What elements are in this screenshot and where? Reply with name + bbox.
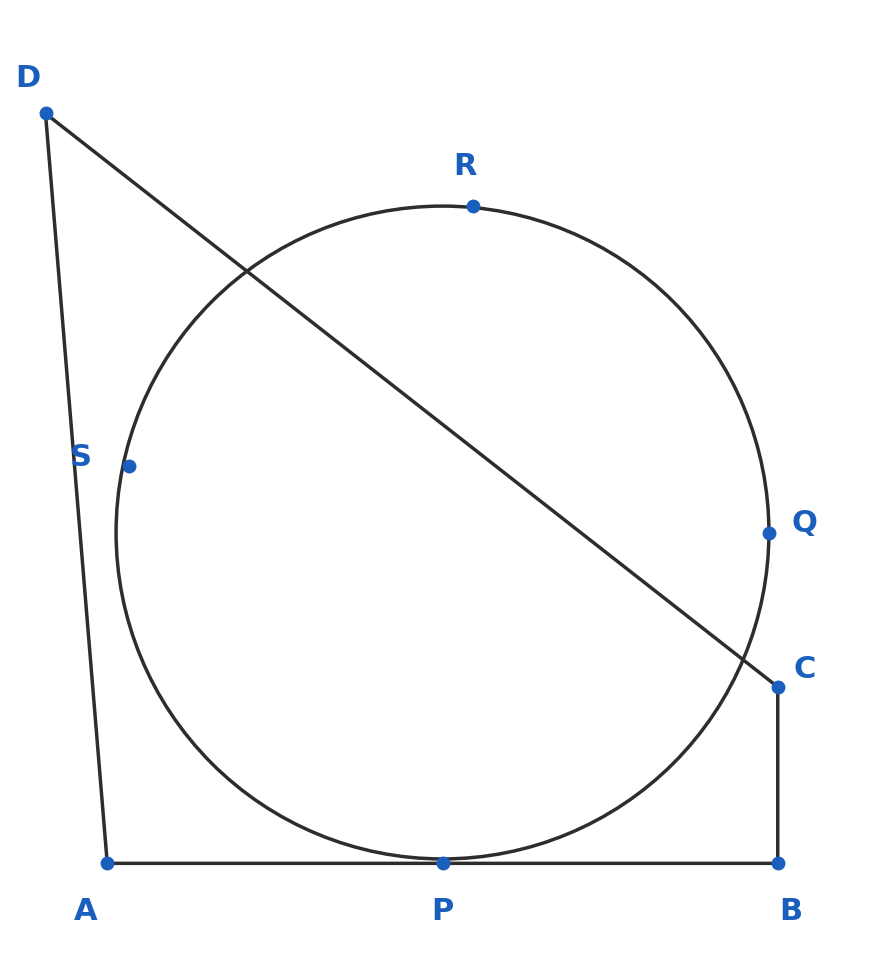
- Text: Q: Q: [791, 509, 817, 538]
- Text: S: S: [70, 443, 92, 472]
- Text: D: D: [15, 64, 41, 93]
- Text: C: C: [793, 654, 815, 683]
- Text: B: B: [780, 897, 803, 926]
- Text: R: R: [453, 152, 476, 181]
- Text: A: A: [73, 897, 97, 926]
- Text: P: P: [431, 897, 454, 926]
